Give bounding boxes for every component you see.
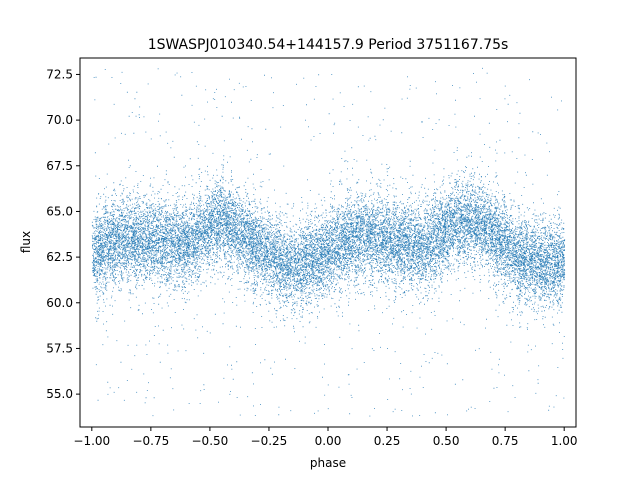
y-tick-label: 57.5 bbox=[46, 341, 73, 355]
y-tick-label: 65.0 bbox=[46, 204, 73, 218]
y-axis: 55.0 57.5 60.0 62.5 65.0 67.5 70.0 72.5 bbox=[46, 67, 80, 401]
x-axis-label: phase bbox=[310, 456, 346, 470]
x-tick-label: 0.50 bbox=[433, 434, 460, 448]
y-axis-label: flux bbox=[19, 231, 33, 253]
y-tick-label: 60.0 bbox=[46, 296, 73, 310]
data-points bbox=[91, 67, 566, 417]
x-tick-label: −0.25 bbox=[251, 434, 288, 448]
x-tick-label: 1.00 bbox=[551, 434, 578, 448]
y-tick-label: 72.5 bbox=[46, 67, 73, 81]
x-tick-label: 0.00 bbox=[315, 434, 342, 448]
x-tick-label: −0.75 bbox=[132, 434, 169, 448]
scatter-points bbox=[92, 73, 566, 411]
scatter-points bbox=[93, 71, 566, 414]
x-tick-label: −1.00 bbox=[73, 434, 110, 448]
y-tick-label: 67.5 bbox=[46, 159, 73, 173]
y-tick-label: 55.0 bbox=[46, 387, 73, 401]
x-axis: −1.00 −0.75 −0.50 −0.25 0.00 0.25 0.50 0.75 1.00 bbox=[73, 427, 578, 448]
x-tick-label: −0.50 bbox=[192, 434, 229, 448]
y-tick-label: 62.5 bbox=[46, 250, 73, 264]
x-tick-label: 0.25 bbox=[374, 434, 401, 448]
chart-title: 1SWASPJ010340.54+144157.9 Period 3751167… bbox=[148, 37, 509, 53]
x-tick-label: 0.75 bbox=[492, 434, 519, 448]
y-tick-label: 70.0 bbox=[46, 113, 73, 127]
